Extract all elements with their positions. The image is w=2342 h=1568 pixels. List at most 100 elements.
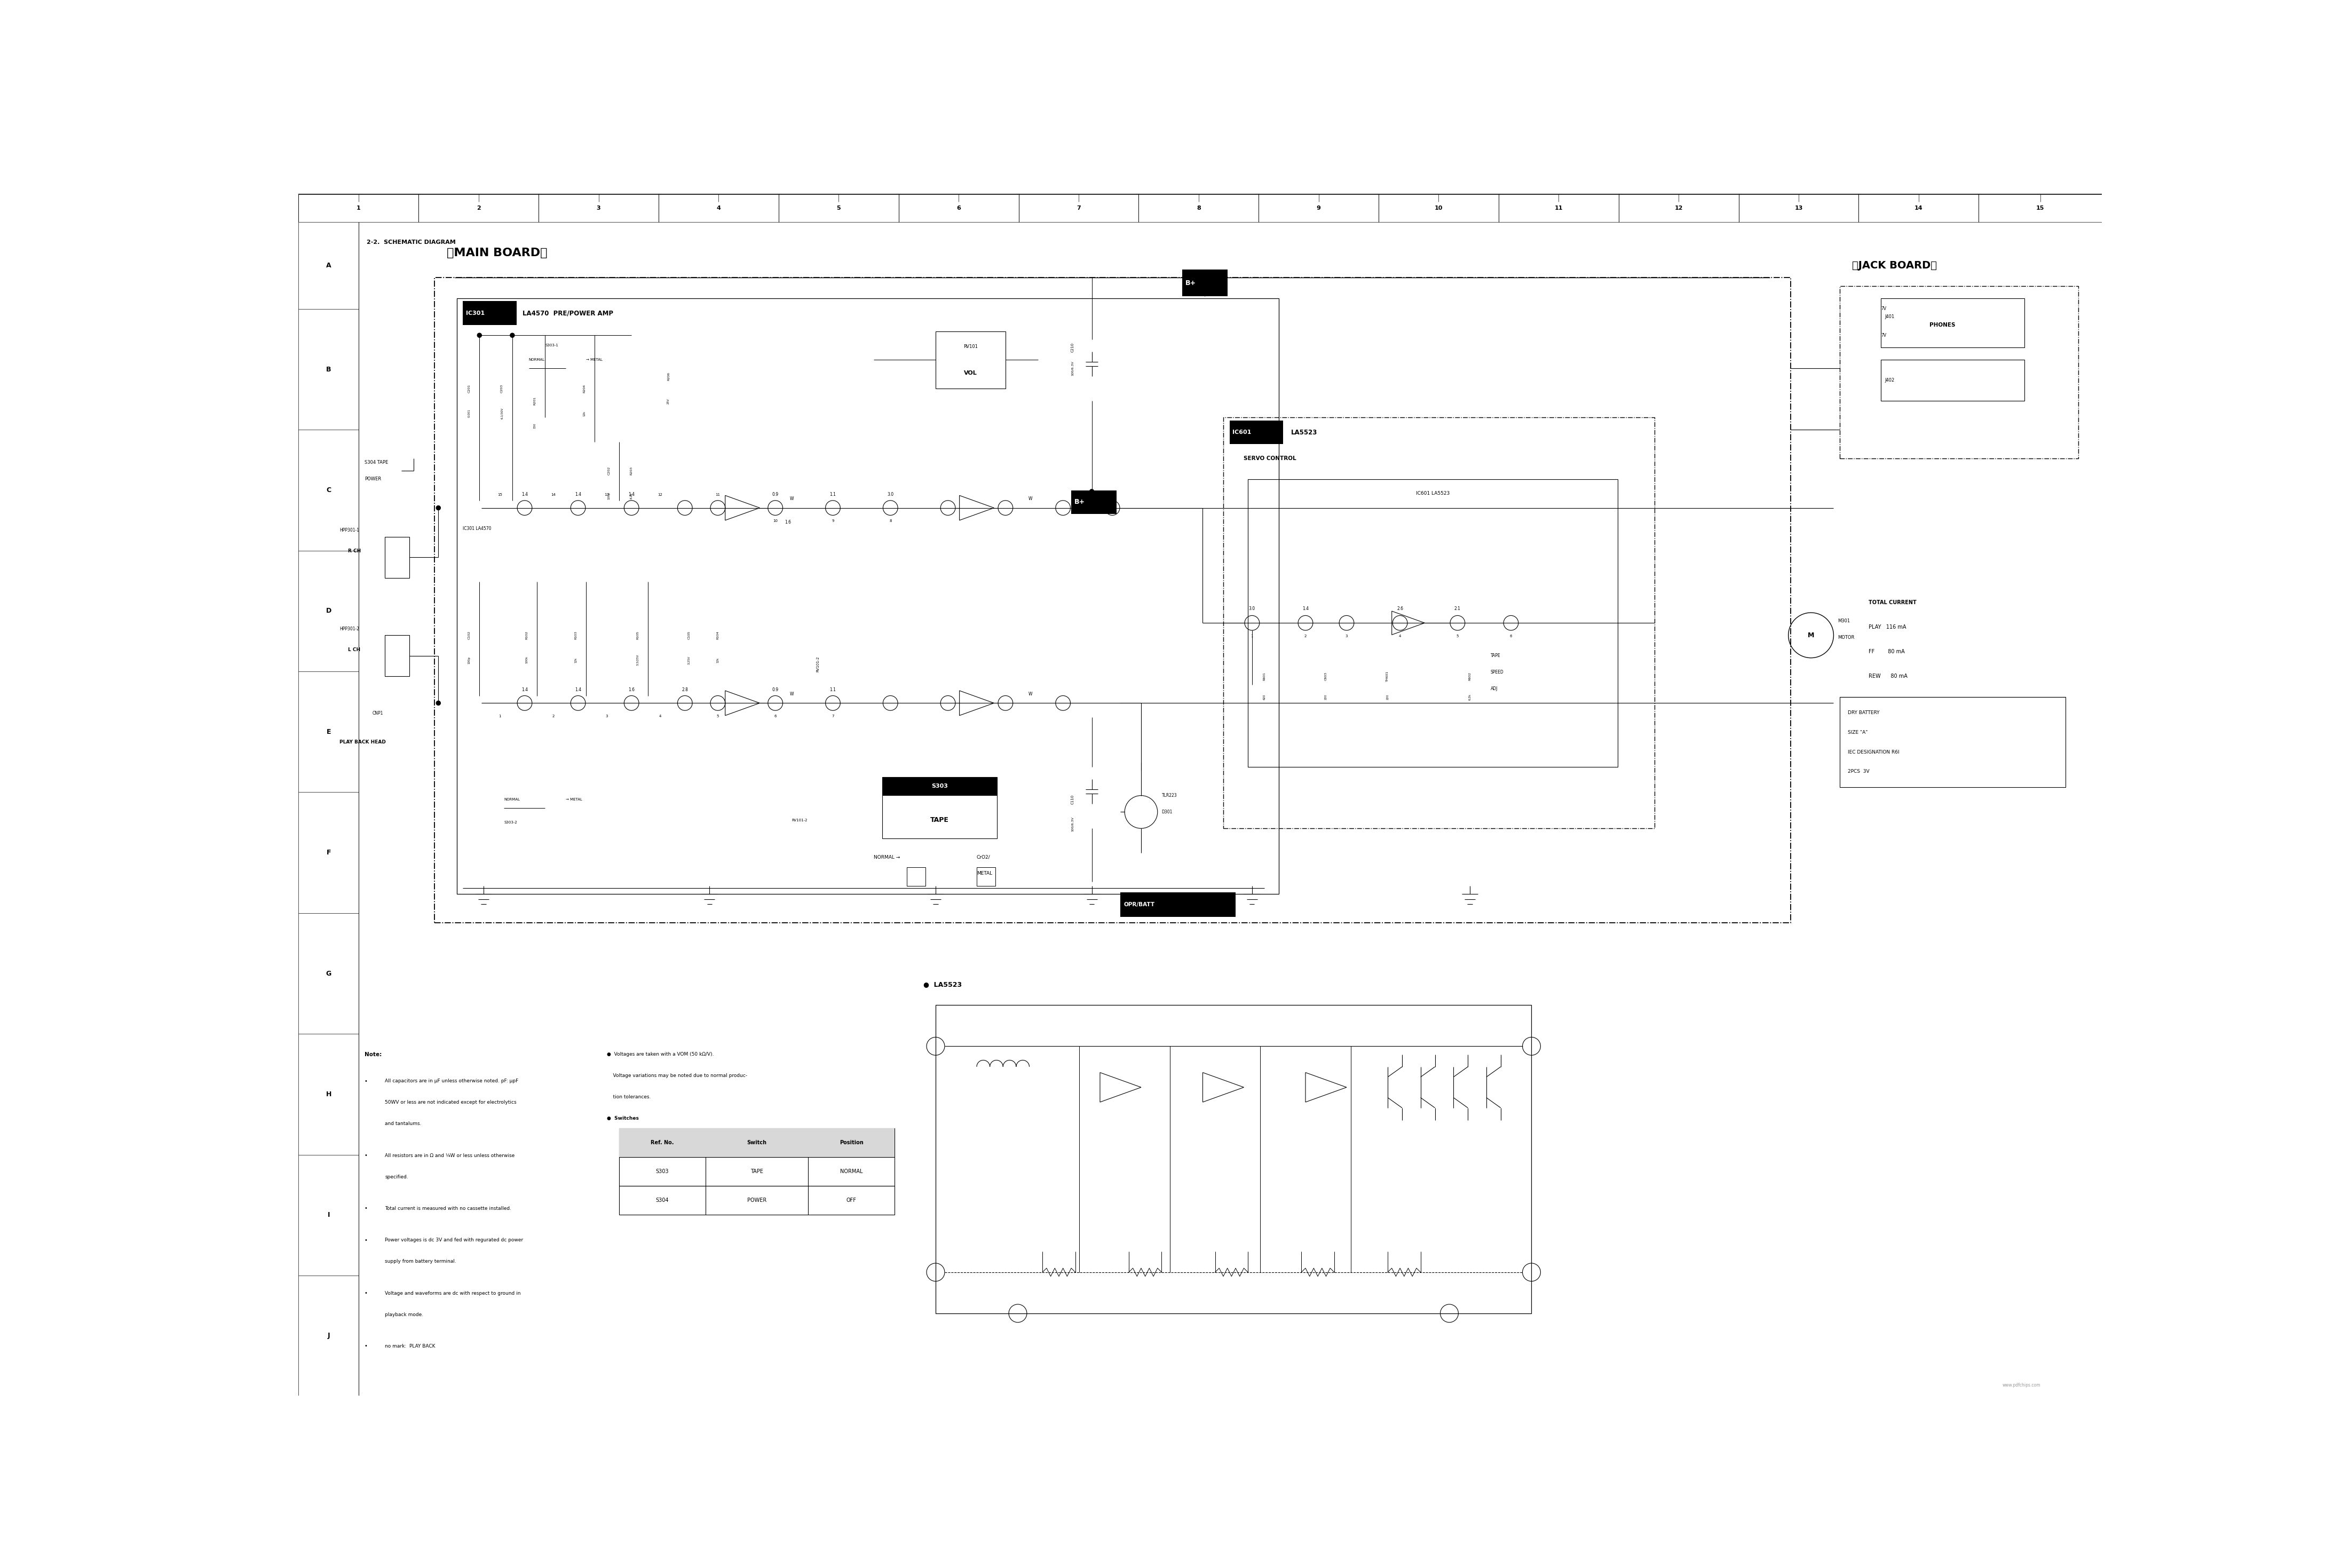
Text: METAL: METAL: [977, 872, 993, 877]
Text: C603: C603: [1326, 673, 1328, 681]
Text: 1.4: 1.4: [574, 687, 581, 693]
Text: W: W: [1028, 497, 1033, 502]
Text: 7V: 7V: [1881, 332, 1885, 337]
Text: 14: 14: [1913, 205, 1923, 210]
Text: 1: 1: [1251, 635, 1253, 638]
Text: 220: 220: [1386, 695, 1389, 699]
Text: 11: 11: [1555, 205, 1562, 210]
Text: and tantalums.: and tantalums.: [384, 1121, 422, 1126]
Text: All capacitors are in μF unless otherwise noted. pF: μpF: All capacitors are in μF unless otherwis…: [384, 1079, 518, 1083]
Text: supply from battery terminal.: supply from battery terminal.: [384, 1259, 457, 1264]
Text: NORMAL →: NORMAL →: [874, 855, 899, 859]
Text: 4: 4: [717, 205, 721, 210]
Text: 100/6.3V: 100/6.3V: [1070, 361, 1075, 376]
Text: 15: 15: [2035, 205, 2045, 210]
Text: 12: 12: [658, 492, 663, 497]
Text: •: •: [365, 1152, 368, 1159]
Text: 1.4: 1.4: [1302, 607, 1309, 612]
Text: J402: J402: [1885, 378, 1895, 383]
Text: 9: 9: [1316, 205, 1321, 210]
Text: 6: 6: [956, 205, 960, 210]
Text: 2PCS  3V: 2PCS 3V: [1848, 770, 1869, 775]
Text: 7V: 7V: [1881, 306, 1885, 310]
Text: 6: 6: [1511, 635, 1513, 638]
Text: 100p: 100p: [468, 655, 471, 663]
Text: R602: R602: [1468, 673, 1471, 681]
Text: 3: 3: [1344, 635, 1347, 638]
Text: MOTOR: MOTOR: [1838, 635, 1855, 640]
Text: W: W: [789, 497, 794, 502]
Text: B+: B+: [1075, 499, 1084, 505]
Text: 1.1: 1.1: [829, 492, 836, 497]
Text: C: C: [326, 486, 330, 494]
Bar: [883, 778, 998, 839]
Text: R CH: R CH: [349, 549, 361, 554]
Text: Switch: Switch: [747, 1140, 766, 1146]
Text: 8: 8: [890, 519, 892, 522]
Text: www.pdfchips.com: www.pdfchips.com: [2002, 1383, 2040, 1388]
Text: G: G: [326, 971, 330, 977]
Text: C110: C110: [1070, 795, 1075, 804]
Text: C102: C102: [468, 630, 471, 640]
Text: REW      80 mA: REW 80 mA: [1869, 674, 1906, 679]
Bar: [1183, 270, 1227, 296]
Text: 3.0: 3.0: [888, 492, 895, 497]
Circle shape: [436, 701, 440, 706]
Text: no mark:  PLAY BACK: no mark: PLAY BACK: [384, 1344, 436, 1348]
Text: LA4570  PRE/POWER AMP: LA4570 PRE/POWER AMP: [522, 310, 614, 317]
Text: 3: 3: [607, 715, 609, 718]
Text: C210: C210: [1070, 343, 1075, 353]
Text: 7: 7: [1077, 205, 1080, 210]
Text: 2.6: 2.6: [1396, 607, 1403, 612]
Bar: [384, 635, 410, 676]
Text: TH601: TH601: [1386, 671, 1389, 682]
Text: 100/6.3V: 100/6.3V: [1070, 817, 1075, 831]
Text: PLAY   116 mA: PLAY 116 mA: [1869, 624, 1906, 630]
Text: All resistors are in Ω and ¼W or less unless otherwise: All resistors are in Ω and ¼W or less un…: [384, 1152, 515, 1157]
Text: S303: S303: [932, 784, 949, 789]
Text: 1.4: 1.4: [522, 687, 527, 693]
Text: R203: R203: [630, 467, 632, 475]
Text: NORMAL: NORMAL: [529, 359, 546, 362]
Text: C202: C202: [607, 467, 611, 475]
Text: 11: 11: [714, 492, 721, 497]
Text: 2.8: 2.8: [682, 687, 689, 693]
Text: 10: 10: [1436, 205, 1443, 210]
Text: 14: 14: [550, 492, 555, 497]
Text: 3: 3: [597, 205, 600, 210]
Text: PLAY BACK HEAD: PLAY BACK HEAD: [340, 740, 386, 745]
Text: HPP301-2: HPP301-2: [340, 627, 358, 632]
Text: CrO2/: CrO2/: [977, 855, 991, 859]
Circle shape: [478, 332, 482, 337]
Text: 1.4: 1.4: [522, 492, 527, 497]
Text: I: I: [328, 1212, 330, 1218]
Text: 13: 13: [604, 492, 609, 497]
Text: TLR223: TLR223: [1162, 793, 1178, 798]
Text: ●  LA5523: ● LA5523: [923, 982, 963, 988]
Text: DRY BATTERY: DRY BATTERY: [1848, 710, 1881, 715]
Text: R201: R201: [534, 397, 536, 405]
Text: 3.3/25V: 3.3/25V: [637, 654, 639, 666]
Text: tion tolerances.: tion tolerances.: [607, 1094, 651, 1099]
Bar: [1223, 417, 1656, 828]
Text: D301: D301: [1162, 809, 1173, 814]
Text: 2: 2: [475, 205, 480, 210]
Text: E: E: [326, 729, 330, 735]
Text: 1.1: 1.1: [829, 687, 836, 693]
Text: R204: R204: [583, 384, 586, 394]
Text: 50WV or less are not indicated except for electrolytics: 50WV or less are not indicated except fo…: [384, 1101, 518, 1105]
Text: playback mode.: playback mode.: [384, 1312, 424, 1317]
Text: 1.6: 1.6: [785, 521, 792, 525]
Text: 0.9: 0.9: [773, 687, 778, 693]
Text: R103: R103: [574, 630, 578, 640]
Text: 13: 13: [1794, 205, 1803, 210]
Bar: [618, 1157, 895, 1185]
Text: S304: S304: [656, 1198, 670, 1203]
Text: OPR/BATT: OPR/BATT: [1124, 902, 1155, 908]
Text: RV101-2: RV101-2: [817, 655, 820, 673]
Text: CNP1: CNP1: [372, 710, 384, 715]
Text: 100k: 100k: [525, 657, 527, 663]
Text: R206: R206: [667, 372, 670, 381]
Text: L CH: L CH: [349, 648, 361, 652]
Text: 12k: 12k: [717, 657, 719, 663]
